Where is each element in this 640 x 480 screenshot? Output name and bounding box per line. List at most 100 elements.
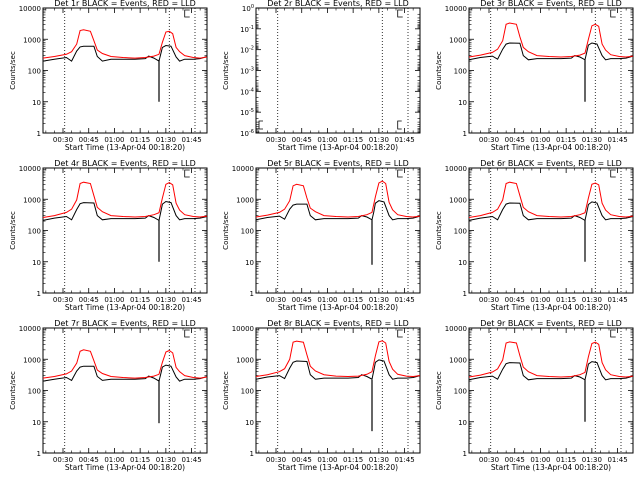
y-tick-label: 100 xyxy=(28,228,41,236)
panel-title: Det 9r BLACK = Events, RED = LLD xyxy=(480,319,622,328)
x-tick-label: 01:30 xyxy=(369,136,389,144)
x-tick-label: 01:30 xyxy=(156,296,176,304)
lld-series-line xyxy=(255,180,421,218)
chart-panel-9: Det 9r BLACK = Events, RED = LLD 1 10 100 10… xyxy=(435,319,634,472)
y-tick-label: 1 xyxy=(463,290,467,298)
events-series-line xyxy=(468,201,634,222)
y-tick-label: 10-3 xyxy=(240,67,254,76)
x-tick-label: 01:00 xyxy=(104,136,124,144)
x-tick-label: 01:45 xyxy=(181,456,201,464)
y-tick-label: 10 xyxy=(245,259,254,267)
events-series-line xyxy=(255,200,421,221)
x-tick-label: 00:45 xyxy=(292,296,312,304)
x-tick-label: 01:45 xyxy=(607,296,627,304)
x-tick-label: 01:30 xyxy=(156,136,176,144)
panel-title: Det 5r BLACK = Events, RED = LLD xyxy=(267,159,409,168)
y-tick-label: 10 xyxy=(32,259,41,267)
x-tick-label: 00:45 xyxy=(79,136,99,144)
x-tick-label: 01:45 xyxy=(607,456,627,464)
y-axis-label: Counts/sec xyxy=(222,371,230,410)
y-tick-label: 1 xyxy=(37,130,41,138)
plot-frame xyxy=(255,167,421,294)
y-tick-label: 10 xyxy=(245,419,254,427)
x-tick-label: 00:45 xyxy=(292,136,312,144)
x-tick-label: 01:15 xyxy=(556,296,576,304)
y-tick-label: 100 xyxy=(454,68,467,76)
panel-title: Det 4r BLACK = Events, RED = LLD xyxy=(54,159,196,168)
legend-marker-icon xyxy=(397,9,403,18)
x-axis-label: Start Time (13-Apr-04 00:18:20) xyxy=(491,303,611,312)
y-tick-label: 10 xyxy=(458,99,467,107)
legend-marker-icon xyxy=(397,329,403,338)
x-tick-label: 01:00 xyxy=(530,136,550,144)
x-tick-label: 01:15 xyxy=(130,296,150,304)
panel-title: Det 6r BLACK = Events, RED = LLD xyxy=(480,159,622,168)
events-series-line xyxy=(255,359,421,380)
x-tick-label: 01:00 xyxy=(317,296,337,304)
x-axis-label: Start Time (13-Apr-04 00:18:20) xyxy=(491,143,611,152)
y-tick-label: 10 xyxy=(32,99,41,107)
y-tick-label: 10000 xyxy=(445,165,467,173)
y-tick-label: 1 xyxy=(463,450,467,458)
y-axis-label: Counts/sec xyxy=(435,51,443,90)
y-tick-label: 100 xyxy=(28,388,41,396)
x-tick-label: 01:15 xyxy=(130,456,150,464)
x-tick-label: 01:45 xyxy=(394,456,414,464)
y-tick-label: 100 xyxy=(242,4,254,13)
plot-frame xyxy=(42,327,208,454)
y-tick-label: 1000 xyxy=(23,196,41,204)
x-tick-label: 01:00 xyxy=(317,456,337,464)
lld-series-line xyxy=(42,181,208,218)
x-tick-label: 01:45 xyxy=(181,296,201,304)
x-tick-label: 01:15 xyxy=(343,456,363,464)
y-axis-label: Counts/sec xyxy=(435,211,443,250)
y-tick-label: 10000 xyxy=(19,325,41,333)
legend-marker-icon xyxy=(610,169,616,178)
x-tick-label: 01:00 xyxy=(317,136,337,144)
x-tick-label: 01:15 xyxy=(556,456,576,464)
y-tick-label: 10-4 xyxy=(240,87,254,96)
empty-data-marker xyxy=(258,120,263,130)
y-tick-label: 10-6 xyxy=(240,129,254,138)
lld-series-line xyxy=(42,349,208,379)
x-tick-label: 01:15 xyxy=(343,136,363,144)
y-tick-label: 10 xyxy=(458,419,467,427)
x-tick-label: 01:00 xyxy=(530,296,550,304)
y-tick-label: 10 xyxy=(458,259,467,267)
y-tick-label: 1000 xyxy=(449,356,467,364)
x-tick-label: 01:30 xyxy=(369,456,389,464)
x-tick-label: 01:30 xyxy=(156,456,176,464)
y-tick-label: 10000 xyxy=(445,5,467,13)
y-tick-label: 100 xyxy=(241,388,254,396)
plot-frame xyxy=(42,167,208,294)
x-tick-label: 00:30 xyxy=(479,136,499,144)
x-axis-label: Start Time (13-Apr-04 00:18:20) xyxy=(65,143,185,152)
chart-panel-7: Det 7r BLACK = Events, RED = LLD 1 10 100 10… xyxy=(9,319,208,472)
legend-marker-icon xyxy=(184,9,190,18)
x-tick-label: 00:45 xyxy=(505,136,525,144)
y-tick-label: 100 xyxy=(241,228,254,236)
plot-frame xyxy=(42,7,208,134)
y-tick-label: 100 xyxy=(454,228,467,236)
x-tick-label: 00:30 xyxy=(53,296,73,304)
y-axis-label: Counts/sec xyxy=(435,371,443,410)
lld-series-line xyxy=(468,22,634,58)
legend-marker-icon xyxy=(184,169,190,178)
plot-frame xyxy=(468,167,634,294)
x-tick-label: 00:30 xyxy=(266,296,286,304)
x-tick-label: 00:30 xyxy=(266,456,286,464)
x-tick-label: 00:30 xyxy=(53,136,73,144)
x-tick-label: 01:00 xyxy=(104,456,124,464)
panel-title: Det 3r BLACK = Events, RED = LLD xyxy=(480,0,622,8)
y-tick-label: 10000 xyxy=(232,325,254,333)
x-tick-label: 01:45 xyxy=(394,136,414,144)
y-axis-label: Counts/sec xyxy=(9,371,17,410)
x-axis-label: Start Time (13-Apr-04 00:18:20) xyxy=(278,463,398,472)
x-tick-label: 01:15 xyxy=(130,136,150,144)
x-axis-label: Start Time (13-Apr-04 00:18:20) xyxy=(491,463,611,472)
x-tick-label: 00:30 xyxy=(479,296,499,304)
y-tick-label: 10-2 xyxy=(240,46,254,55)
y-tick-label: 1000 xyxy=(23,36,41,44)
panel-title: Det 1r BLACK = Events, RED = LLD xyxy=(54,0,196,8)
